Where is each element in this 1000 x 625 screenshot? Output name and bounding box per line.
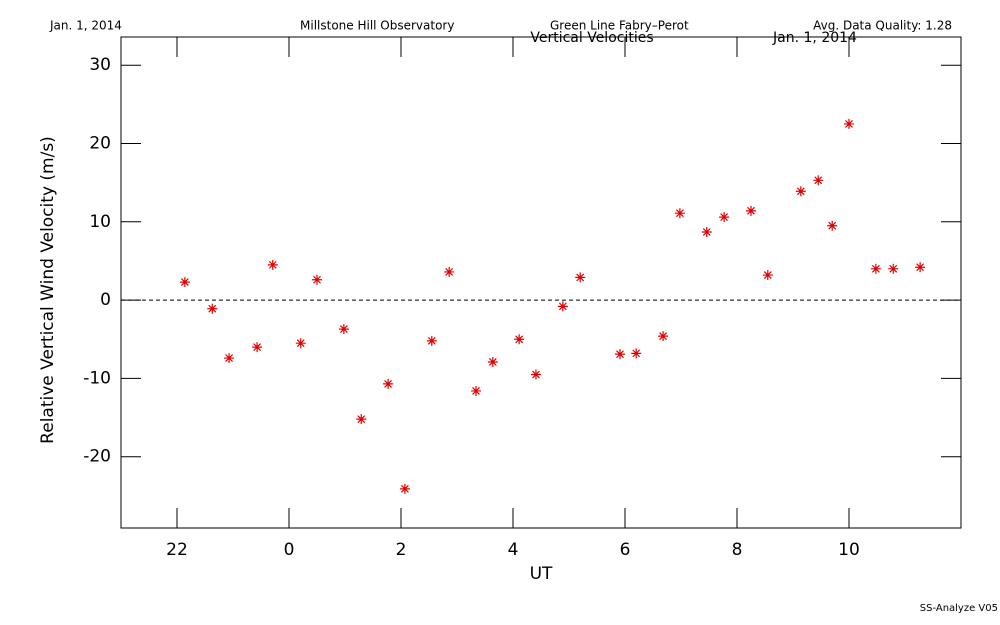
y-tick-label: -20 bbox=[83, 447, 111, 467]
data-point bbox=[915, 262, 926, 273]
data-point bbox=[338, 324, 349, 335]
y-axis-label: Relative Vertical Wind Velocity (m/s) bbox=[38, 136, 58, 444]
data-point bbox=[813, 175, 824, 186]
data-point bbox=[399, 483, 410, 494]
data-point bbox=[674, 208, 685, 219]
data-point bbox=[827, 220, 838, 231]
data-point bbox=[487, 356, 498, 367]
y-tick-label: -10 bbox=[83, 368, 111, 388]
y-tick-label: 30 bbox=[89, 55, 111, 75]
y-tick-label: 10 bbox=[89, 212, 111, 232]
header-quality: Avg. Data Quality: 1.28 bbox=[813, 19, 952, 33]
data-point bbox=[614, 349, 625, 360]
data-point bbox=[719, 212, 730, 223]
x-tick-label: 2 bbox=[396, 540, 407, 560]
data-point bbox=[746, 205, 756, 216]
plot-frame bbox=[120, 36, 962, 529]
data-point bbox=[444, 266, 455, 277]
header-observatory: Millstone Hill Observatory bbox=[300, 19, 454, 33]
x-tick-label: 10 bbox=[838, 540, 860, 560]
data-point bbox=[701, 226, 712, 237]
data-point bbox=[471, 385, 482, 396]
y-tick-label: 0 bbox=[100, 290, 111, 310]
data-point bbox=[426, 335, 437, 346]
footer: SS-Analyze V05 bbox=[920, 603, 998, 614]
data-point bbox=[207, 303, 218, 314]
x-tick-label: 8 bbox=[732, 540, 743, 560]
data-point bbox=[557, 301, 568, 312]
data-point bbox=[224, 353, 235, 364]
chart-subtitle: Jan. 1, 2014 bbox=[772, 30, 857, 46]
data-point bbox=[383, 378, 394, 389]
data-point bbox=[844, 118, 854, 129]
data-point bbox=[762, 270, 773, 281]
data-point bbox=[795, 186, 806, 197]
data-point bbox=[870, 263, 881, 274]
x-tick-label: 22 bbox=[166, 540, 188, 560]
header-date: Jan. 1, 2014 bbox=[49, 19, 122, 33]
data-point bbox=[631, 348, 642, 359]
data-point bbox=[530, 369, 541, 380]
data-point bbox=[252, 342, 263, 353]
data-point bbox=[356, 414, 367, 425]
data-point bbox=[179, 277, 190, 288]
chart-title: Vertical Velocities bbox=[530, 30, 653, 46]
data-point bbox=[514, 334, 525, 345]
y-tick-label: 20 bbox=[89, 134, 111, 154]
data-point bbox=[658, 331, 669, 342]
data-point bbox=[312, 274, 322, 285]
x-tick-label: 4 bbox=[508, 540, 519, 560]
data-point bbox=[295, 338, 306, 349]
x-tick-label: 0 bbox=[284, 540, 295, 560]
data-point bbox=[267, 259, 278, 270]
x-tick-label: 6 bbox=[620, 540, 631, 560]
header-instrument: Green Line Fabry–Perot bbox=[550, 19, 689, 33]
data-point bbox=[575, 272, 586, 283]
data-point bbox=[888, 263, 899, 274]
x-axis-label: UT bbox=[530, 564, 553, 584]
